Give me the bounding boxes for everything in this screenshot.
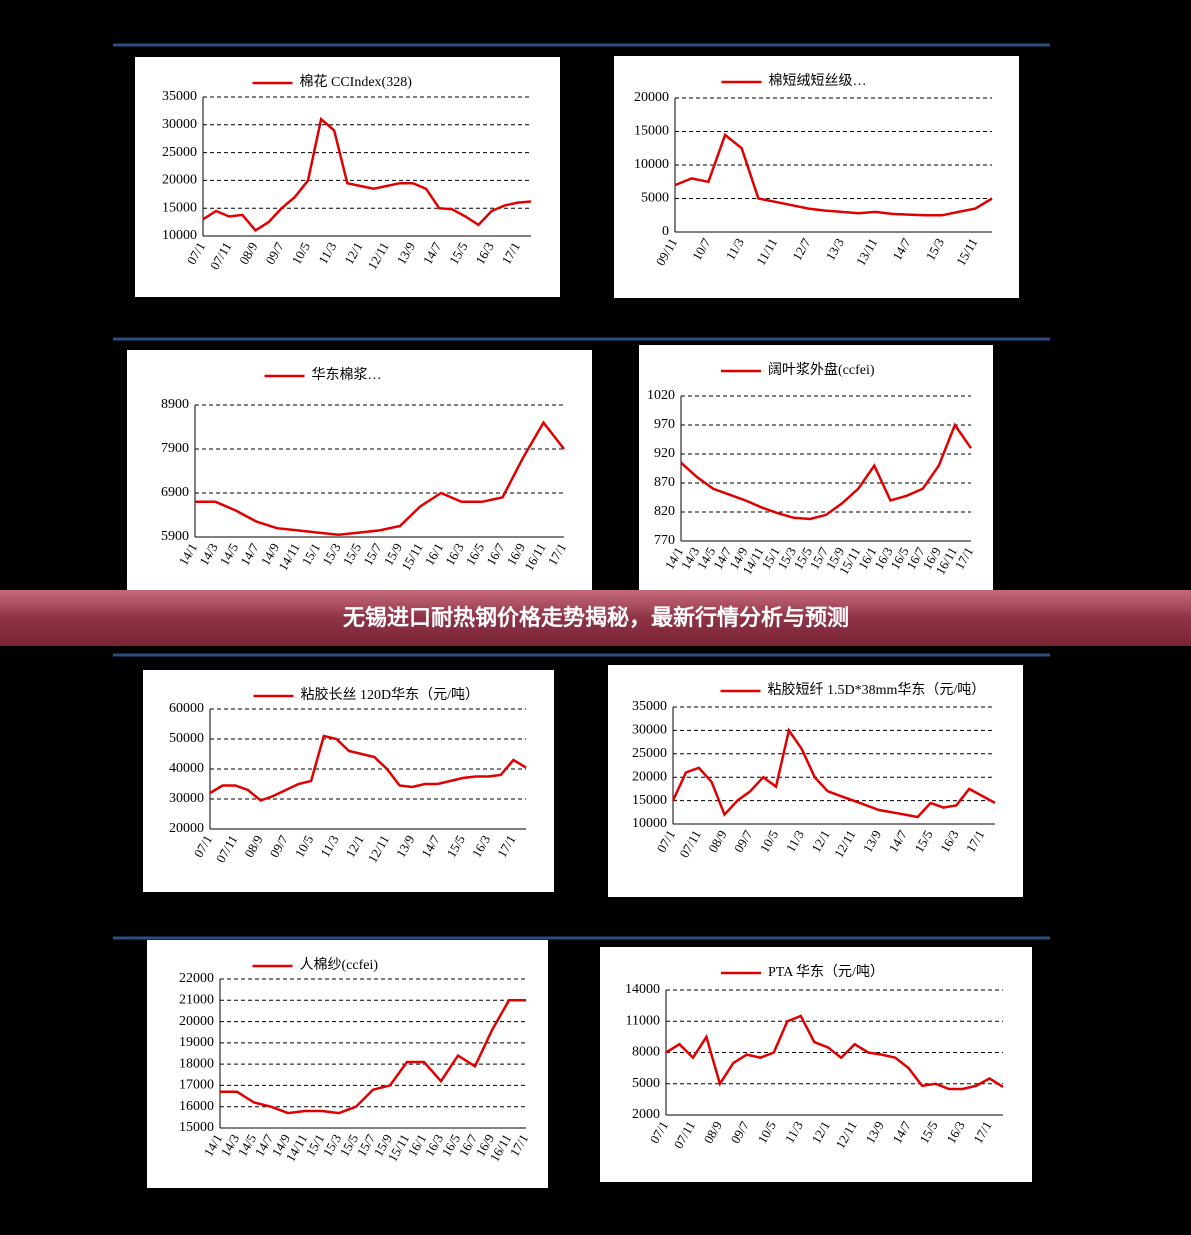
y-tick-label: 8000 xyxy=(632,1045,660,1060)
chart-panel xyxy=(143,670,554,892)
y-tick-label: 30000 xyxy=(632,723,667,738)
series-line xyxy=(209,734,527,802)
series-line xyxy=(202,116,532,233)
series-line xyxy=(195,420,565,537)
y-tick-label: 820 xyxy=(654,504,675,519)
y-tick-label: 20000 xyxy=(169,821,204,836)
y-tick-label: 0 xyxy=(662,224,669,239)
charts: 棉花 CCIndex(328)1000015000200002500030000… xyxy=(127,56,1032,1188)
legend-label: 人棉纱(ccfei) xyxy=(300,956,379,973)
y-tick-label: 8900 xyxy=(161,397,189,412)
y-tick-label: 1020 xyxy=(647,388,675,403)
y-tick-label: 2000 xyxy=(632,1107,660,1122)
series-line xyxy=(665,1014,1004,1091)
y-tick-label: 770 xyxy=(654,533,675,548)
y-tick-label: 60000 xyxy=(169,701,204,716)
y-tick-label: 20000 xyxy=(634,90,669,105)
y-tick-label: 15000 xyxy=(634,124,669,139)
y-tick-label: 22000 xyxy=(179,971,214,986)
legend-label: PTA 华东（元/吨） xyxy=(768,964,884,980)
y-tick-label: 20000 xyxy=(162,173,197,188)
chart: 人棉纱(ccfei) 15000 16000 17000 18000 19000 20000… xyxy=(147,940,548,1188)
y-tick-label: 7900 xyxy=(161,441,189,456)
chart-panel xyxy=(600,947,1032,1182)
y-tick-label: 50000 xyxy=(169,731,204,746)
series-line xyxy=(220,999,526,1115)
legend-label: 棉花 CCIndex(328) xyxy=(300,73,413,90)
y-tick-label: 5000 xyxy=(641,191,669,206)
legend-label: 华东棉浆… xyxy=(312,366,382,383)
y-tick-label: 40000 xyxy=(169,761,204,776)
y-tick-label: 19000 xyxy=(179,1035,214,1050)
chart-panel xyxy=(614,56,1019,298)
y-tick-label: 10000 xyxy=(632,816,667,831)
y-tick-label: 35000 xyxy=(632,699,667,714)
y-tick-label: 16000 xyxy=(179,1099,214,1114)
y-tick-label: 5900 xyxy=(161,529,189,544)
y-tick-label: 18000 xyxy=(179,1056,214,1071)
y-tick-label: 10000 xyxy=(162,228,197,243)
y-tick-label: 35000 xyxy=(162,89,197,104)
legend-label: 粘胶短纤 1.5D*38mm华东（元/吨） xyxy=(768,681,986,698)
chart: 华东棉浆…590069007900890014/114/314/514/714/… xyxy=(127,350,592,590)
y-tick-label: 20000 xyxy=(632,769,667,784)
y-tick-label: 30000 xyxy=(162,117,197,132)
y-tick-label: 14000 xyxy=(625,982,660,997)
chart-panel xyxy=(127,350,592,590)
y-tick-label: 15000 xyxy=(179,1120,214,1135)
legend-label: 棉短绒短丝级… xyxy=(769,72,867,89)
y-tick-label: 20000 xyxy=(179,1014,214,1029)
chart-panel xyxy=(608,665,1023,897)
chart: 阔叶浆外盘(ccfei)770820870920970102014/114/31… xyxy=(639,345,993,590)
y-tick-label: 5000 xyxy=(632,1076,660,1091)
y-tick-label: 15000 xyxy=(632,793,667,808)
legend-label: 粘胶长丝 120D华东（元/吨） xyxy=(301,686,480,703)
series-line xyxy=(674,132,993,217)
chart: 粘胶长丝 120D华东（元/吨） 20000 30000 40000 50000 6000… xyxy=(143,670,554,892)
y-tick-label: 6900 xyxy=(161,485,189,500)
y-tick-label: 25000 xyxy=(162,145,197,160)
chart: 粘胶短纤 1.5D*38mm华东（元/吨） 10000 15000 20000 2500… xyxy=(608,665,1023,897)
y-tick-label: 970 xyxy=(654,417,675,432)
banner xyxy=(0,590,1191,646)
y-tick-label: 11000 xyxy=(626,1013,660,1028)
y-tick-label: 870 xyxy=(654,475,675,490)
y-tick-label: 920 xyxy=(654,446,675,461)
banner-title: 无锡进口耐热钢价格走势揭秘，最新行情分析与预测 xyxy=(343,605,849,631)
y-tick-label: 17000 xyxy=(179,1078,214,1093)
y-tick-label: 15000 xyxy=(162,200,197,215)
chart: 棉花 CCIndex(328) 10000 15000 20000 25000 30000… xyxy=(135,57,560,297)
chart-panel xyxy=(639,345,993,590)
series-line xyxy=(671,727,996,819)
y-tick-label: 25000 xyxy=(632,746,667,761)
legend-label: 阔叶浆外盘(ccfei) xyxy=(768,361,875,378)
y-tick-label: 21000 xyxy=(179,993,214,1008)
series-line xyxy=(680,422,973,521)
y-tick-label: 30000 xyxy=(169,791,204,806)
y-tick-label: 10000 xyxy=(634,157,669,172)
